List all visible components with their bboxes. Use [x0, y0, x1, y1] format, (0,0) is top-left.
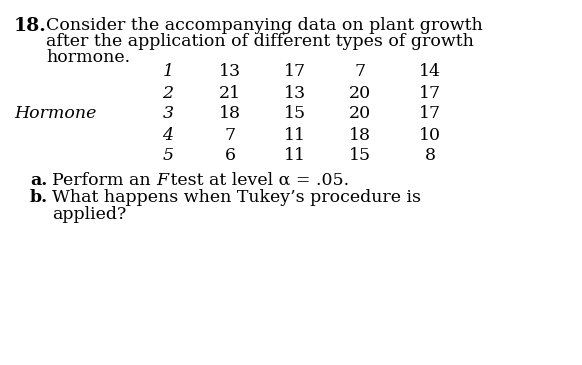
Text: 8: 8 [424, 147, 435, 165]
Text: 4: 4 [162, 127, 173, 143]
Text: 18: 18 [349, 127, 371, 143]
Text: 3: 3 [162, 105, 173, 123]
Text: 11: 11 [284, 127, 306, 143]
Text: 15: 15 [284, 105, 306, 123]
Text: 13: 13 [219, 64, 241, 81]
Text: 18.: 18. [14, 17, 47, 35]
Text: a.: a. [30, 172, 47, 189]
Text: applied?: applied? [52, 206, 126, 223]
Text: 14: 14 [419, 64, 441, 81]
Text: 6: 6 [225, 147, 236, 165]
Text: after the application of different types of growth: after the application of different types… [46, 33, 474, 50]
Text: 15: 15 [349, 147, 371, 165]
Text: 21: 21 [219, 85, 241, 101]
Text: 20: 20 [349, 105, 371, 123]
Text: 18: 18 [219, 105, 241, 123]
Text: test at level α = .05.: test at level α = .05. [165, 172, 349, 189]
Text: hormone.: hormone. [46, 49, 130, 66]
Text: Perform an: Perform an [52, 172, 156, 189]
Text: 5: 5 [162, 147, 173, 165]
Text: 17: 17 [419, 85, 441, 101]
Text: 17: 17 [419, 105, 441, 123]
Text: 7: 7 [225, 127, 236, 143]
Text: 20: 20 [349, 85, 371, 101]
Text: F: F [156, 172, 168, 189]
Text: 11: 11 [284, 147, 306, 165]
Text: 17: 17 [284, 64, 306, 81]
Text: Consider the accompanying data on plant growth: Consider the accompanying data on plant … [46, 17, 482, 34]
Text: 13: 13 [284, 85, 306, 101]
Text: What happens when Tukey’s procedure is: What happens when Tukey’s procedure is [52, 189, 421, 206]
Text: 10: 10 [419, 127, 441, 143]
Text: 1: 1 [162, 64, 173, 81]
Text: b.: b. [30, 189, 48, 206]
Text: 7: 7 [354, 64, 365, 81]
Text: Hormone: Hormone [14, 105, 97, 123]
Text: 2: 2 [162, 85, 173, 101]
